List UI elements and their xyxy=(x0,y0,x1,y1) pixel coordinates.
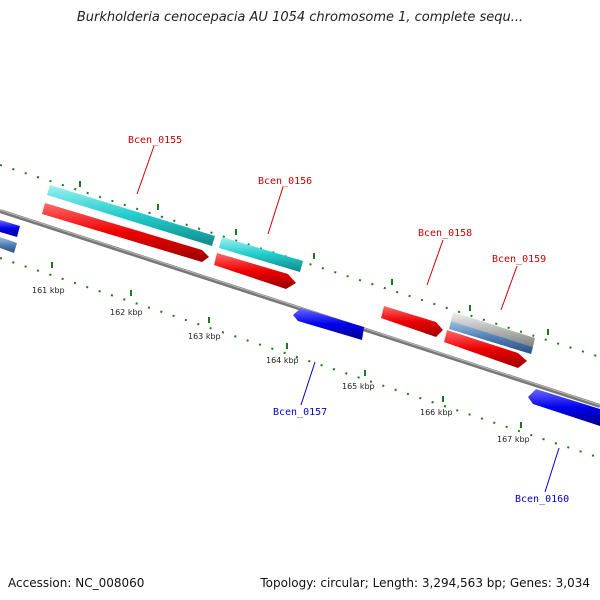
leader-line-bcen-0159 xyxy=(500,265,518,311)
feature-bar-bcen-0156[interactable] xyxy=(219,237,303,272)
scale-ticks xyxy=(51,181,549,428)
backbone-line xyxy=(0,209,600,408)
gene-arrow-bcen-0158[interactable] xyxy=(381,306,443,337)
gene-arrow-bcen-0160[interactable] xyxy=(528,389,600,426)
gene-label-bcen-0158[interactable]: Bcen_0158 xyxy=(418,228,472,239)
leader-line-bcen-0155 xyxy=(136,145,155,195)
leader-line-bcen-0157 xyxy=(300,361,316,406)
feature-bar-steel-bcen-0159[interactable] xyxy=(449,321,533,354)
feature-bar-bcen-0155[interactable] xyxy=(47,185,215,246)
gene-arrow-bcen-0157[interactable] xyxy=(293,308,364,340)
leader-line-bcen-0158 xyxy=(426,239,444,286)
topology-text: Topology: circular; Length: 3,294,563 bp… xyxy=(260,576,590,590)
accession-text: Accession: NC_008060 xyxy=(8,576,145,590)
gene-arrow-bcen-0155[interactable] xyxy=(42,203,209,262)
tick-label-162: 162 kbp xyxy=(110,308,143,317)
feature-bar-gray-bcen-0159[interactable] xyxy=(451,312,535,347)
tick-label-166: 166 kbp xyxy=(420,408,453,417)
gene-label-bcen-0160[interactable]: Bcen_0160 xyxy=(515,494,569,505)
gene-label-bcen-0157[interactable]: Bcen_0157 xyxy=(273,407,327,418)
gene-arrow-bcen-0156[interactable] xyxy=(214,253,296,289)
gene-arrow-bcen-0159[interactable] xyxy=(444,330,527,368)
leader-line-bcen-0160 xyxy=(544,447,560,493)
tick-label-161: 161 kbp xyxy=(32,286,65,295)
leader-line-bcen-0156 xyxy=(267,186,284,235)
feature-partial-left-steel[interactable] xyxy=(0,237,17,253)
gene-arrow-partial-left-blue[interactable] xyxy=(0,220,20,237)
tick-label-165: 165 kbp xyxy=(342,382,375,391)
tick-label-164: 164 kbp xyxy=(266,356,299,365)
inner-dot-track xyxy=(0,257,600,459)
map-title: Burkholderia cenocepacia AU 1054 chromos… xyxy=(76,10,524,25)
gene-label-bcen-0156[interactable]: Bcen_0156 xyxy=(258,176,312,187)
backbone-highlight xyxy=(0,209,600,406)
gene-label-bcen-0155[interactable]: Bcen_0155 xyxy=(128,135,182,146)
tick-label-167: 167 kbp xyxy=(497,435,530,444)
outer-dot-track xyxy=(0,164,600,358)
gene-label-bcen-0159[interactable]: Bcen_0159 xyxy=(492,254,546,265)
tick-label-163: 163 kbp xyxy=(188,332,221,341)
